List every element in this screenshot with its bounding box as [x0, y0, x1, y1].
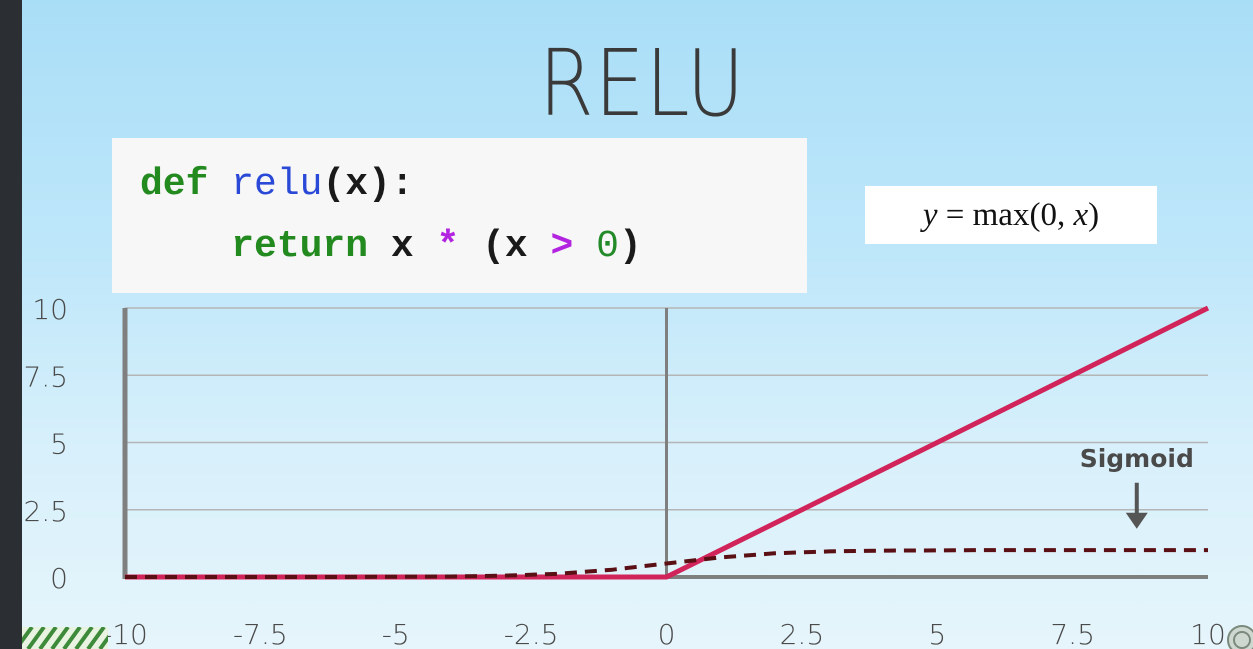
y-tick-label-3: 7.5 — [23, 360, 68, 393]
code-line-1: def relu(x): — [140, 154, 807, 216]
x-tick-label-1: -7.5 — [233, 618, 288, 649]
code-paren-close: ) — [618, 225, 642, 268]
y-tick-label-1: 2.5 — [23, 495, 68, 528]
x-tick-label-6: 5 — [928, 618, 946, 649]
y-tick-label-0: 0 — [50, 562, 68, 595]
formula-arg: x — [1073, 196, 1089, 233]
relu-chart: 0 2.5 5 7.5 10 -10 -7.5 -5 -2.5 0 2.5 5 7.5 10 Sigmoid — [23, 293, 1226, 649]
formula-args-open: (0, — [1029, 196, 1066, 233]
code-keyword-def: def — [140, 163, 209, 206]
formula-box: y = max (0, x) — [865, 186, 1157, 244]
code-snippet: def relu(x): return x * (x > 0) — [112, 138, 807, 293]
formula-equals: = — [945, 196, 965, 233]
code-number-zero: 0 — [596, 225, 619, 268]
x-tick-label-7: 7.5 — [1050, 618, 1095, 649]
slide-title: RELU — [538, 30, 746, 137]
y-tick-label-2: 5 — [50, 428, 68, 461]
code-line-2: return x * (x > 0) — [140, 216, 807, 278]
code-operator-gt: > — [550, 225, 574, 268]
x-tick-label-5: 2.5 — [780, 618, 825, 649]
x-tick-label-8: 10 — [1190, 618, 1226, 649]
y-tick-label-4: 10 — [32, 293, 68, 326]
formula-args-close: ) — [1088, 196, 1100, 233]
formula-function: max — [972, 196, 1030, 233]
code-params: (x): — [322, 163, 414, 206]
logo-seal-icon — [1227, 625, 1253, 649]
code-operator-multiply: * — [436, 225, 460, 268]
code-function-name: relu — [231, 163, 323, 206]
x-tick-label-3: -2.5 — [504, 618, 559, 649]
code-paren-open: (x — [482, 225, 528, 268]
x-tick-label-0: -10 — [102, 618, 148, 649]
window-left-edge — [0, 0, 22, 649]
code-keyword-return: return — [231, 225, 369, 268]
formula-lhs: y — [922, 196, 938, 233]
x-tick-label-4: 0 — [658, 618, 676, 649]
x-tick-label-2: -5 — [382, 618, 410, 649]
annotation-arrow-head-0 — [1125, 512, 1148, 529]
annotation-label-0: Sigmoid — [1080, 444, 1194, 473]
code-var-x: x — [390, 225, 414, 268]
series-line-sigmoid — [125, 548, 1208, 579]
slide: RELU 0 2.5 5 7.5 10 -10 -7.5 -5 -2.5 0 2.5 5 7.5 10 Si… — [22, 0, 1253, 649]
logo-stripes-icon — [22, 627, 108, 649]
